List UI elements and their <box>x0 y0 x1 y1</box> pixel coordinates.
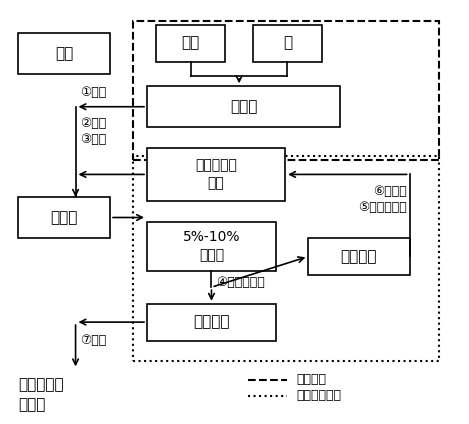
Bar <box>133 21 439 160</box>
Bar <box>147 222 276 271</box>
Bar <box>253 25 322 61</box>
Text: 再生贮存添
加剂: 再生贮存添 加剂 <box>195 158 237 191</box>
Text: 乙醇生产的
预处理: 乙醇生产的 预处理 <box>18 377 64 412</box>
Text: ⑦混合: ⑦混合 <box>80 335 106 347</box>
Text: 固体组分: 固体组分 <box>193 315 230 329</box>
Bar <box>18 197 110 238</box>
Text: 原料: 原料 <box>55 46 73 61</box>
Bar <box>18 33 110 74</box>
Text: 液体组分: 液体组分 <box>340 249 377 264</box>
Bar <box>308 238 409 275</box>
Text: 贮存料: 贮存料 <box>50 210 78 225</box>
Bar <box>147 148 285 201</box>
Bar <box>133 156 439 361</box>
Text: ②混合
③贮存: ②混合 ③贮存 <box>80 117 106 146</box>
Text: ①粉碎: ①粉碎 <box>80 86 106 99</box>
Text: ⑥补充酶
⑤菌扩大培养: ⑥补充酶 ⑤菌扩大培养 <box>358 184 407 214</box>
Text: 5%-10%
贮存料: 5%-10% 贮存料 <box>183 230 240 262</box>
Text: 醇: 醇 <box>283 36 292 50</box>
Text: 首次贮存: 首次贮存 <box>297 373 327 386</box>
Bar <box>147 304 276 340</box>
Text: 菌剂: 菌剂 <box>182 36 200 50</box>
Text: 添加剂: 添加剂 <box>230 99 257 114</box>
Bar <box>147 86 340 127</box>
Text: 连续批次贮存: 连续批次贮存 <box>297 390 342 402</box>
Bar <box>156 25 225 61</box>
Text: ④淋洗、挤压: ④淋洗、挤压 <box>216 276 265 289</box>
